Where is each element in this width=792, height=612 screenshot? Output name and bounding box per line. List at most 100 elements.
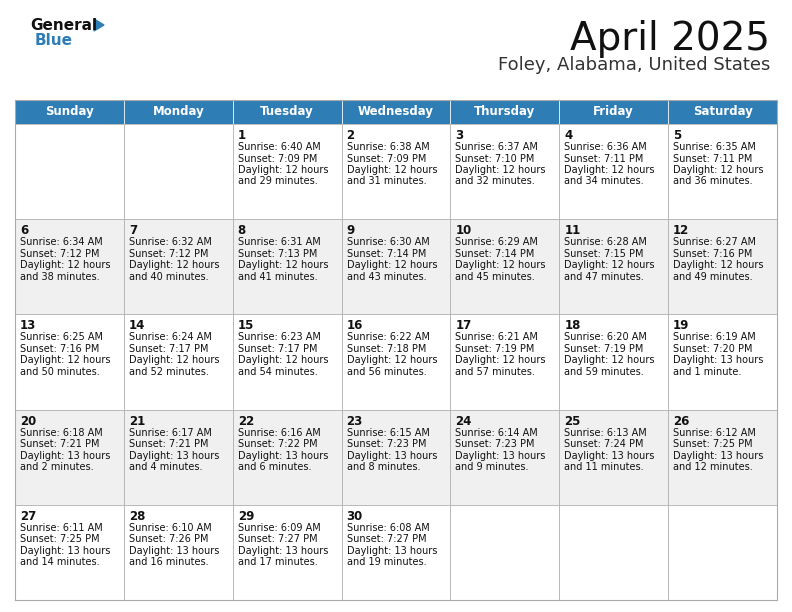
- Text: and 11 minutes.: and 11 minutes.: [564, 462, 644, 472]
- Text: Sunrise: 6:35 AM: Sunrise: 6:35 AM: [673, 142, 756, 152]
- Bar: [233, 505, 341, 600]
- Text: Sunrise: 6:27 AM: Sunrise: 6:27 AM: [673, 237, 756, 247]
- Text: Tuesday: Tuesday: [261, 105, 314, 119]
- Text: Sunrise: 6:16 AM: Sunrise: 6:16 AM: [238, 428, 321, 438]
- Text: Sunset: 7:13 PM: Sunset: 7:13 PM: [238, 248, 317, 259]
- Text: Daylight: 12 hours: Daylight: 12 hours: [129, 356, 219, 365]
- Text: Sunset: 7:23 PM: Sunset: 7:23 PM: [455, 439, 535, 449]
- Text: Sunrise: 6:22 AM: Sunrise: 6:22 AM: [347, 332, 429, 342]
- Text: 25: 25: [564, 414, 581, 428]
- Text: 21: 21: [129, 414, 145, 428]
- Bar: [15, 505, 124, 600]
- Text: Sunrise: 6:20 AM: Sunrise: 6:20 AM: [564, 332, 647, 342]
- Bar: [451, 505, 559, 600]
- Text: Daylight: 13 hours: Daylight: 13 hours: [673, 450, 763, 461]
- Text: 15: 15: [238, 319, 254, 332]
- Text: 17: 17: [455, 319, 472, 332]
- Bar: [341, 505, 451, 600]
- Bar: [668, 100, 777, 124]
- Text: Sunrise: 6:14 AM: Sunrise: 6:14 AM: [455, 428, 539, 438]
- Text: Sunrise: 6:29 AM: Sunrise: 6:29 AM: [455, 237, 539, 247]
- Text: Sunrise: 6:37 AM: Sunrise: 6:37 AM: [455, 142, 539, 152]
- Bar: [559, 124, 668, 219]
- Text: Sunset: 7:16 PM: Sunset: 7:16 PM: [20, 344, 99, 354]
- Text: Sunrise: 6:34 AM: Sunrise: 6:34 AM: [20, 237, 103, 247]
- Text: and 2 minutes.: and 2 minutes.: [20, 462, 93, 472]
- Text: Sunset: 7:25 PM: Sunset: 7:25 PM: [20, 534, 100, 544]
- Bar: [341, 409, 451, 505]
- Text: 7: 7: [129, 224, 137, 237]
- Text: and 57 minutes.: and 57 minutes.: [455, 367, 535, 377]
- Text: Monday: Monday: [152, 105, 204, 119]
- Text: and 14 minutes.: and 14 minutes.: [20, 558, 100, 567]
- Bar: [668, 409, 777, 505]
- Text: Daylight: 13 hours: Daylight: 13 hours: [20, 546, 110, 556]
- Bar: [559, 100, 668, 124]
- Bar: [668, 315, 777, 409]
- Text: Daylight: 12 hours: Daylight: 12 hours: [347, 356, 437, 365]
- Bar: [341, 124, 451, 219]
- Bar: [451, 315, 559, 409]
- Text: Sunset: 7:23 PM: Sunset: 7:23 PM: [347, 439, 426, 449]
- Text: Sunrise: 6:23 AM: Sunrise: 6:23 AM: [238, 332, 321, 342]
- Text: 28: 28: [129, 510, 145, 523]
- Text: Sunrise: 6:10 AM: Sunrise: 6:10 AM: [129, 523, 211, 533]
- Text: Daylight: 12 hours: Daylight: 12 hours: [238, 356, 328, 365]
- Text: 8: 8: [238, 224, 246, 237]
- Bar: [559, 315, 668, 409]
- Text: and 1 minute.: and 1 minute.: [673, 367, 741, 377]
- Text: Daylight: 13 hours: Daylight: 13 hours: [238, 546, 328, 556]
- Text: Sunset: 7:27 PM: Sunset: 7:27 PM: [238, 534, 318, 544]
- Text: and 52 minutes.: and 52 minutes.: [129, 367, 209, 377]
- Text: Daylight: 12 hours: Daylight: 12 hours: [20, 260, 111, 271]
- Text: Daylight: 12 hours: Daylight: 12 hours: [564, 356, 655, 365]
- Text: General: General: [30, 18, 97, 33]
- Text: and 31 minutes.: and 31 minutes.: [347, 176, 426, 187]
- Text: Sunset: 7:17 PM: Sunset: 7:17 PM: [129, 344, 208, 354]
- Bar: [15, 100, 124, 124]
- Text: Sunset: 7:12 PM: Sunset: 7:12 PM: [129, 248, 208, 259]
- Text: Daylight: 12 hours: Daylight: 12 hours: [129, 260, 219, 271]
- Bar: [668, 505, 777, 600]
- Text: Sunset: 7:09 PM: Sunset: 7:09 PM: [347, 154, 426, 163]
- Text: Daylight: 12 hours: Daylight: 12 hours: [347, 260, 437, 271]
- Bar: [341, 315, 451, 409]
- Text: and 38 minutes.: and 38 minutes.: [20, 272, 100, 282]
- Text: 6: 6: [20, 224, 29, 237]
- Text: and 40 minutes.: and 40 minutes.: [129, 272, 208, 282]
- Text: and 6 minutes.: and 6 minutes.: [238, 462, 311, 472]
- Text: 3: 3: [455, 129, 463, 142]
- Text: Daylight: 13 hours: Daylight: 13 hours: [20, 450, 110, 461]
- Text: Sunset: 7:21 PM: Sunset: 7:21 PM: [129, 439, 208, 449]
- Text: Sunrise: 6:18 AM: Sunrise: 6:18 AM: [20, 428, 103, 438]
- Text: and 8 minutes.: and 8 minutes.: [347, 462, 420, 472]
- Text: Sunrise: 6:32 AM: Sunrise: 6:32 AM: [129, 237, 211, 247]
- Text: Sunset: 7:22 PM: Sunset: 7:22 PM: [238, 439, 318, 449]
- Text: Daylight: 12 hours: Daylight: 12 hours: [455, 165, 546, 175]
- Text: Sunrise: 6:13 AM: Sunrise: 6:13 AM: [564, 428, 647, 438]
- Bar: [124, 124, 233, 219]
- Text: Sunset: 7:11 PM: Sunset: 7:11 PM: [673, 154, 752, 163]
- Text: 24: 24: [455, 414, 472, 428]
- Text: Daylight: 13 hours: Daylight: 13 hours: [455, 450, 546, 461]
- Text: Daylight: 12 hours: Daylight: 12 hours: [238, 260, 328, 271]
- Bar: [451, 124, 559, 219]
- Text: Sunset: 7:11 PM: Sunset: 7:11 PM: [564, 154, 644, 163]
- Text: Thursday: Thursday: [474, 105, 535, 119]
- Text: Sunrise: 6:21 AM: Sunrise: 6:21 AM: [455, 332, 539, 342]
- Text: Foley, Alabama, United States: Foley, Alabama, United States: [497, 56, 770, 74]
- Text: and 50 minutes.: and 50 minutes.: [20, 367, 100, 377]
- Text: Sunset: 7:26 PM: Sunset: 7:26 PM: [129, 534, 208, 544]
- Text: 22: 22: [238, 414, 254, 428]
- Text: Daylight: 13 hours: Daylight: 13 hours: [347, 546, 437, 556]
- Text: Sunset: 7:20 PM: Sunset: 7:20 PM: [673, 344, 752, 354]
- Bar: [668, 124, 777, 219]
- Text: and 12 minutes.: and 12 minutes.: [673, 462, 753, 472]
- Text: Daylight: 12 hours: Daylight: 12 hours: [347, 165, 437, 175]
- Bar: [233, 100, 341, 124]
- Text: and 4 minutes.: and 4 minutes.: [129, 462, 203, 472]
- Text: 12: 12: [673, 224, 689, 237]
- Bar: [451, 100, 559, 124]
- Text: Sunrise: 6:12 AM: Sunrise: 6:12 AM: [673, 428, 756, 438]
- Text: 20: 20: [20, 414, 36, 428]
